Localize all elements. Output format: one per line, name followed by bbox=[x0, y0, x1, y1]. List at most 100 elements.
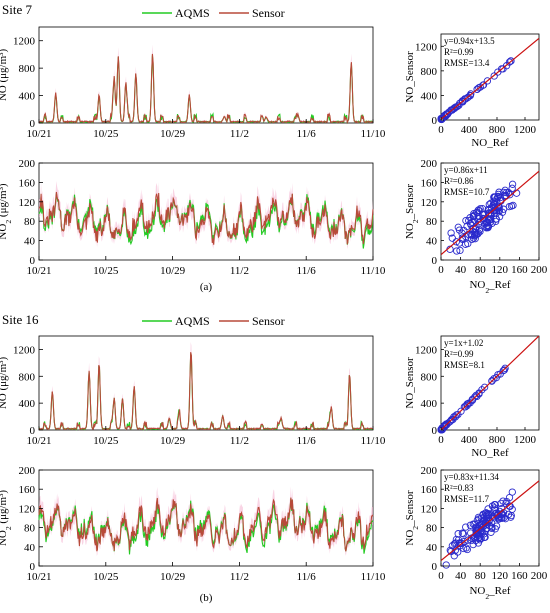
site2-no-timeseries-frame bbox=[38, 335, 374, 431]
fit-line bbox=[441, 170, 539, 256]
panel-caption: (a) bbox=[200, 281, 213, 293]
scatter-point bbox=[493, 194, 501, 202]
scatter-point bbox=[508, 180, 517, 188]
scatter-point bbox=[437, 425, 445, 434]
y-tick-label: 800 bbox=[421, 371, 438, 383]
y-tick-label: 800 bbox=[19, 63, 36, 75]
scatter-point bbox=[471, 393, 479, 401]
scatter-point bbox=[508, 184, 516, 192]
y-tick-label: 160 bbox=[19, 484, 36, 496]
x-axis-label-sub: 2 bbox=[485, 592, 489, 601]
x-tick-label: 1200 bbox=[514, 434, 537, 446]
site-title: Site 7 bbox=[2, 2, 32, 17]
scatter-point bbox=[491, 525, 499, 533]
site1-no-scatter-frame bbox=[440, 33, 540, 121]
site-1-group: Site 7 AQMS Sensor (a) bbox=[2, 2, 285, 293]
scatter-point bbox=[507, 57, 515, 65]
site1-no-timeseries-frame bbox=[38, 26, 374, 124]
scatter-point bbox=[484, 216, 492, 224]
y-axis-label: NO_Sensor bbox=[404, 51, 416, 103]
scatter-point bbox=[485, 200, 493, 209]
scatter-point bbox=[480, 383, 489, 391]
scatter-point bbox=[449, 415, 457, 424]
scatter-point bbox=[481, 509, 490, 517]
y-tick-label: 200 bbox=[19, 465, 36, 477]
scatter-point bbox=[490, 207, 499, 215]
y-tick-label: 80 bbox=[426, 216, 438, 228]
scatter-point bbox=[455, 101, 463, 109]
x-tick-label: 11/2 bbox=[230, 571, 249, 583]
fit-line bbox=[441, 480, 539, 562]
y-tick-label: 400 bbox=[421, 398, 438, 410]
x-axis-label: NO_Ref bbox=[471, 137, 509, 149]
site1-no-timeseries-band bbox=[39, 44, 373, 123]
scatter-point bbox=[482, 514, 491, 522]
y-axis-label: NO_Sensor bbox=[404, 357, 416, 409]
x-tick-label: 40 bbox=[455, 264, 467, 276]
y-tick-label: 0 bbox=[30, 561, 36, 573]
y-tick-label: 200 bbox=[421, 158, 438, 170]
y-axis-label-sub: 2 bbox=[411, 526, 420, 530]
y-tick-label: 400 bbox=[19, 91, 36, 103]
x-tick-label: 11/10 bbox=[361, 265, 386, 277]
scatter-point bbox=[503, 497, 511, 506]
y-tick-label: 200 bbox=[421, 465, 438, 477]
site2-no-timeseries-series-sensor bbox=[38, 352, 374, 431]
x-tick-label: 11/10 bbox=[361, 435, 386, 447]
fit-stat: y=0.83x+11.34 bbox=[444, 472, 499, 482]
x-tick-label: 10/21 bbox=[26, 571, 51, 583]
fit-stat: R²=0.83 bbox=[444, 483, 474, 493]
legend-sensor-label: Sensor bbox=[252, 314, 285, 328]
scatter-point bbox=[508, 488, 516, 496]
y-tick-label: 1200 bbox=[13, 344, 36, 356]
fit-stat: y=1x+1.02 bbox=[444, 338, 483, 348]
y-axis-label-tail: _Sensor bbox=[404, 490, 416, 527]
y-axis-label-sub: 2 bbox=[411, 219, 420, 223]
scatter-point bbox=[505, 202, 514, 211]
x-tick-label: 0 bbox=[438, 570, 444, 582]
scatter-point bbox=[489, 202, 497, 210]
y-tick-label: 400 bbox=[19, 398, 36, 410]
scatter-point bbox=[462, 216, 470, 225]
site2-no-scatter-frame bbox=[440, 335, 540, 431]
y-tick-label: 80 bbox=[24, 523, 36, 535]
x-axis-label-tail: _Ref bbox=[488, 279, 511, 291]
y-tick-label: 0 bbox=[432, 561, 438, 573]
y-axis-label-sub: 2 bbox=[4, 220, 13, 224]
fit-stat: RMSE=10.7 bbox=[444, 187, 490, 197]
scatter-point bbox=[451, 546, 460, 554]
scatter-point bbox=[490, 193, 498, 201]
y-axis-label: NO (μg/m³) bbox=[0, 357, 9, 410]
x-tick-label: 200 bbox=[531, 264, 548, 276]
panel-caption: (b) bbox=[200, 592, 213, 604]
x-tick-label: 11/2 bbox=[230, 265, 249, 277]
x-tick-label: 10/25 bbox=[93, 265, 119, 277]
x-tick-label: 200 bbox=[531, 570, 548, 582]
site1-no2-timeseries-series-sensor bbox=[38, 191, 374, 245]
x-tick-label: 10/21 bbox=[26, 128, 51, 140]
y-axis-label-main: NO bbox=[404, 530, 416, 546]
scatter-point bbox=[473, 85, 481, 93]
scatter-point bbox=[494, 68, 502, 76]
scatter-point bbox=[488, 377, 496, 385]
x-axis-label: NO_Ref bbox=[471, 447, 509, 459]
scatter-point bbox=[482, 526, 490, 534]
x-axis-label: NO2_Ref bbox=[469, 585, 510, 601]
y-tick-label: 1200 bbox=[13, 36, 36, 48]
scatter-point bbox=[465, 216, 473, 225]
y-tick-label: 40 bbox=[426, 542, 438, 554]
scatter-point bbox=[499, 205, 508, 213]
scatter-point bbox=[500, 366, 508, 374]
y-axis-label-tail: (μg/m³) bbox=[0, 183, 9, 220]
x-tick-label: 120 bbox=[492, 264, 509, 276]
scatter-point bbox=[469, 540, 477, 549]
y-tick-label: 120 bbox=[421, 503, 438, 515]
scatter-point bbox=[479, 81, 487, 89]
y-axis-label-main: NO bbox=[0, 530, 9, 546]
scatter-point bbox=[494, 510, 502, 518]
site2-no-timeseries-band bbox=[39, 341, 373, 430]
scatter-point bbox=[452, 411, 461, 419]
x-tick-label: 11/2 bbox=[230, 435, 249, 447]
